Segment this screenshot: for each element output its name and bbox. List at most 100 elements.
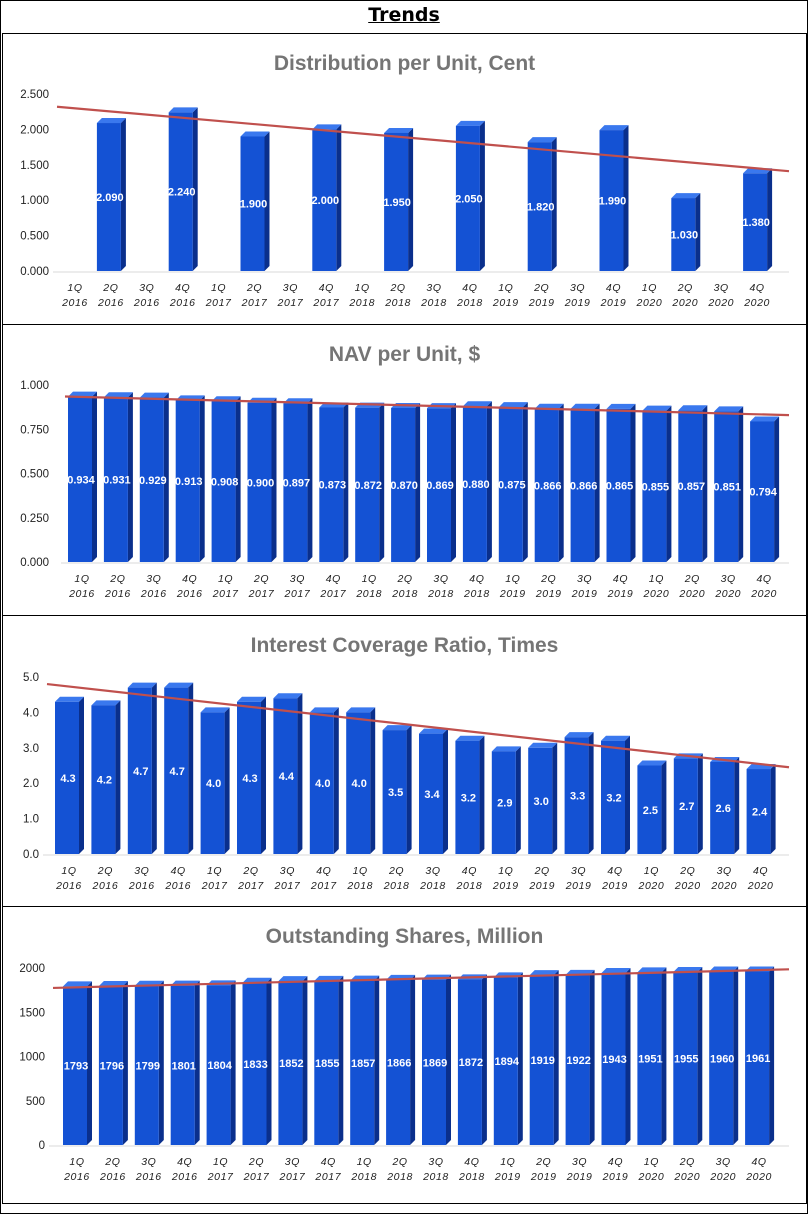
bar-top — [164, 682, 194, 688]
data-label: 0.866 — [570, 480, 598, 492]
bar-top — [91, 700, 121, 706]
y-tick-label: 2000 — [19, 963, 45, 975]
data-label: 0.872 — [354, 480, 382, 492]
data-label: 0.875 — [498, 480, 526, 492]
data-label: 4.0 — [206, 778, 221, 790]
bar-side — [774, 416, 780, 562]
x-tick-quarter: 1Q — [207, 865, 222, 877]
data-label: 0.870 — [390, 480, 418, 492]
bar — [98, 986, 123, 1145]
bar — [91, 705, 116, 854]
bar-top — [346, 707, 376, 713]
x-tick-year: 2019 — [530, 1171, 557, 1183]
x-tick-year: 2019 — [566, 1171, 593, 1183]
x-tick-quarter: 2Q — [109, 573, 125, 585]
bar-top — [68, 391, 97, 397]
bar-side — [338, 975, 344, 1145]
chart-title: NAV per Unit, $ — [329, 343, 481, 366]
data-label: 2.9 — [497, 798, 512, 810]
bar-top — [637, 967, 667, 973]
data-label: 1.990 — [599, 196, 627, 208]
bar — [391, 408, 416, 562]
bar-top — [599, 125, 629, 131]
bar-top — [642, 405, 672, 411]
x-tick-year: 2018 — [422, 1171, 449, 1183]
bar-side — [666, 405, 672, 562]
bar-side — [630, 403, 636, 562]
x-tick-year: 2019 — [528, 297, 555, 309]
bar-side — [266, 977, 272, 1145]
x-tick-year: 2019 — [601, 880, 628, 892]
x-tick-year: 2019 — [600, 297, 627, 309]
x-tick-quarter: 1Q — [642, 282, 657, 294]
x-tick-quarter: 4Q — [606, 282, 621, 294]
y-tick-label: 500 — [26, 1096, 45, 1108]
bar-side — [443, 728, 448, 854]
x-tick-quarter: 1Q — [211, 282, 226, 294]
x-tick-quarter: 1Q — [353, 865, 368, 877]
data-label: 2.6 — [716, 803, 731, 815]
data-label: 1951 — [638, 1054, 662, 1066]
bar-side — [194, 980, 200, 1145]
data-label: 1796 — [100, 1061, 124, 1073]
data-label: 1801 — [171, 1060, 195, 1072]
x-tick-quarter: 4Q — [753, 865, 768, 877]
data-label: 1960 — [710, 1053, 734, 1065]
x-tick-quarter: 2Q — [534, 865, 550, 877]
bar — [283, 403, 308, 562]
bar-top — [601, 735, 630, 741]
bar-side — [343, 402, 349, 562]
data-label: 1852 — [279, 1058, 303, 1070]
x-tick-year: 2020 — [678, 588, 705, 600]
y-tick-label: 0.000 — [20, 266, 49, 278]
data-label: 2.050 — [455, 193, 483, 205]
bar-top — [314, 975, 344, 981]
x-tick-year: 2017 — [319, 588, 346, 600]
x-tick-year: 2016 — [61, 297, 88, 309]
x-tick-year: 2018 — [458, 1171, 485, 1183]
x-tick-year: 2016 — [176, 588, 203, 600]
bar — [55, 701, 79, 854]
data-label: 1855 — [315, 1058, 339, 1070]
x-tick-quarter: 2Q — [389, 282, 405, 294]
x-tick-quarter: 2Q — [388, 865, 404, 877]
bar-top — [534, 403, 564, 409]
x-tick-year: 2016 — [128, 880, 155, 892]
x-tick-quarter: 4Q — [316, 865, 331, 877]
x-tick-year: 2017 — [243, 1171, 270, 1183]
bar-top — [309, 707, 339, 713]
x-tick-year: 2018 — [384, 297, 411, 309]
data-label: 0.794 — [749, 487, 777, 499]
bar-top — [714, 406, 744, 412]
data-label: 4.0 — [315, 778, 330, 790]
x-tick-year: 2017 — [277, 297, 304, 309]
bar — [355, 407, 380, 562]
bar-side — [158, 980, 164, 1145]
bar — [745, 971, 770, 1145]
bar-side — [122, 981, 128, 1145]
bar — [493, 977, 518, 1145]
x-tick-quarter: 3Q — [570, 282, 585, 294]
x-tick-quarter: 2Q — [102, 282, 118, 294]
bar-side — [302, 976, 308, 1145]
bar — [419, 733, 443, 854]
x-tick-quarter: 3Q — [577, 573, 592, 585]
y-tick-label: 4.0 — [23, 707, 39, 719]
x-tick-year: 2017 — [241, 297, 268, 309]
x-tick-quarter: 3Q — [141, 1156, 156, 1168]
bar-top — [312, 124, 342, 130]
x-tick-year: 2019 — [528, 880, 555, 892]
bar-side — [408, 127, 414, 271]
x-tick-quarter: 3Q — [714, 282, 729, 294]
y-tick-label: 0.500 — [20, 469, 49, 481]
x-tick-year: 2017 — [310, 880, 337, 892]
data-label: 0.897 — [283, 478, 311, 490]
bar-side — [370, 707, 376, 854]
bar — [314, 980, 339, 1145]
bar-top — [491, 746, 521, 752]
bar — [237, 701, 261, 854]
bar — [309, 712, 334, 854]
data-label: 0.873 — [319, 480, 347, 492]
x-tick-quarter: 2Q — [679, 865, 695, 877]
outstanding-shares-chart: Outstanding Shares, Million 0 500 1000 1500 2… — [19, 925, 790, 1183]
